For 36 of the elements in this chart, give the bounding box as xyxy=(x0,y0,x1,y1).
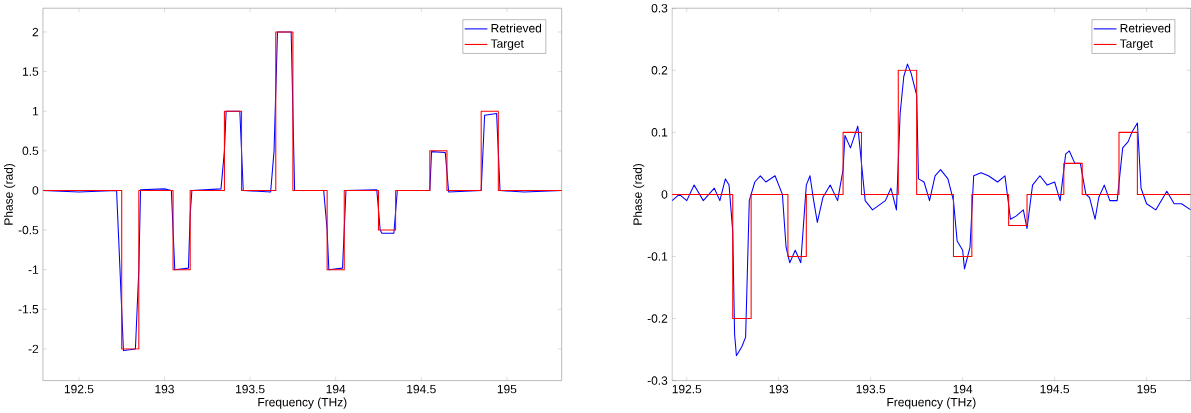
y-tick-label: 2 xyxy=(32,27,39,37)
legend-label: Retrieved xyxy=(1120,23,1171,33)
y-tick-label: -0.3 xyxy=(647,376,668,385)
x-tick-label: 194 xyxy=(953,384,973,394)
x-tick-label: 194.5 xyxy=(1040,384,1070,394)
x-tick-label: 192.5 xyxy=(64,384,94,394)
y-tick-label: -0.1 xyxy=(647,252,668,261)
y-axis-title: Phase (rad) xyxy=(4,164,16,225)
y-tick-label: 0.2 xyxy=(651,66,668,75)
y-tick-label: -2 xyxy=(28,344,39,354)
y-tick-label: 1.5 xyxy=(22,67,39,76)
y-tick-label: 0.1 xyxy=(651,128,668,137)
legend-label: Target xyxy=(1119,39,1153,51)
y-tick-label: -1.5 xyxy=(18,305,39,314)
x-tick-label: 195 xyxy=(497,384,517,394)
y-tick-label: 1 xyxy=(32,107,39,116)
y-tick-label: 0 xyxy=(661,190,668,199)
x-tick-label: 192.5 xyxy=(672,384,702,394)
x-tick-label: 193.5 xyxy=(236,384,265,394)
y-tick-label: -0.2 xyxy=(647,314,668,323)
y-tick-label: -0.5 xyxy=(18,225,39,235)
y-tick-label: 0.3 xyxy=(651,4,668,13)
x-tick-label: 193.5 xyxy=(856,384,886,394)
x-tick-label: 194 xyxy=(326,384,346,394)
x-tick-label: 195 xyxy=(1137,384,1157,394)
x-tick-label: 194.5 xyxy=(407,384,436,394)
x-tick-label: 193 xyxy=(769,384,789,394)
legend-label: Target xyxy=(490,39,524,51)
x-axis-title: Frequency (THz) xyxy=(887,397,976,409)
legend-label: Retrieved xyxy=(491,23,542,33)
x-tick-label: 193 xyxy=(155,384,174,394)
y-tick-label: -1 xyxy=(28,265,39,274)
x-axis-title: Frequency (THz) xyxy=(258,397,347,409)
y-axis-title: Phase (rad) xyxy=(633,164,645,225)
y-tick-label: 0.5 xyxy=(22,146,39,156)
y-tick-label: 0 xyxy=(32,186,39,195)
